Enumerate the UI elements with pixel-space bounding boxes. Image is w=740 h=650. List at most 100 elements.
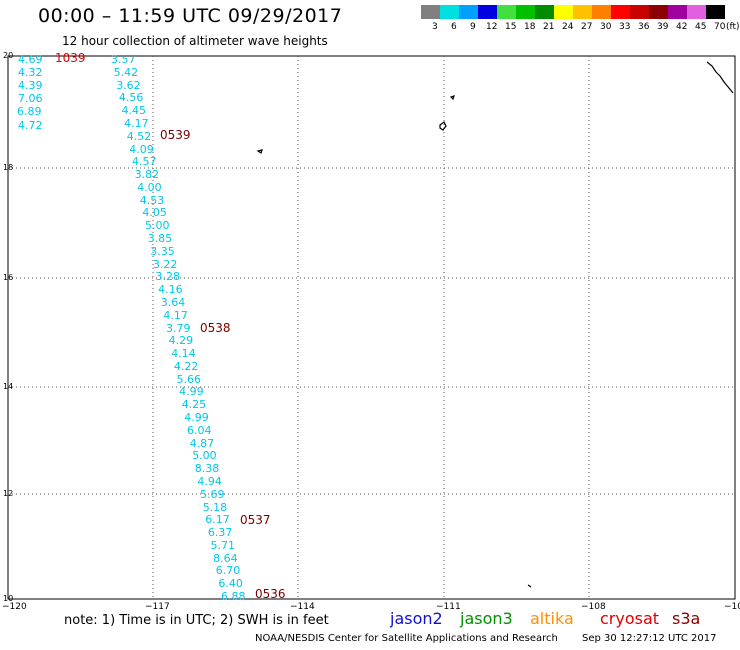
legend-swatch [706,5,725,19]
swh-value: 8.64 [213,551,238,565]
latitude-label: 12 [3,489,14,498]
swh-value: 4.25 [181,398,207,412]
legend-label: 70 [714,22,726,32]
island-2 [256,149,263,154]
latitude-label: 20 [3,51,14,60]
legend-label: 36 [638,22,650,32]
swh-value: 3.28 [155,270,181,284]
latitude-label: 18 [3,163,14,172]
swh-value: 6.88 [221,590,246,603]
satellite-name: altika [530,609,574,628]
legend-label: 9 [470,22,476,32]
swh-value: 3.82 [134,168,160,182]
pass-time-label: 1039 [55,51,86,65]
legend-swatch [478,5,497,19]
generated-timestamp: Sep 30 12:27:12 UTC 2017 [582,633,717,644]
legend-swatch [554,5,573,19]
pass-time-label: 0536 [255,587,286,601]
swh-value: 4.53 [139,193,165,207]
legend-label: 21 [543,22,555,32]
swh-value: 5.66 [176,372,202,386]
legend-swatch [440,5,459,19]
swh-value: 3.57 [111,53,136,66]
swh-value: 4.16 [158,283,183,297]
longitude-label: −108 [581,602,606,612]
legend-swatch [611,5,630,19]
legend-label: 39 [657,22,669,32]
legend-label: 30 [600,22,612,32]
legend-label: 6 [451,22,457,32]
longitude-label: −105 [724,602,740,612]
legend-swatch [668,5,687,19]
satellite-name: s3a [672,609,701,628]
swh-value: 6.37 [207,526,233,540]
latitude-label: 10 [3,594,14,603]
swh-value: 4.05 [142,206,167,220]
swh-value: 4.52 [126,129,152,143]
legend-unit: (ft) [726,22,740,32]
island-clipperton [527,584,532,588]
legend-swatch [592,5,611,19]
legend-swatch [516,5,535,19]
legend-label: 33 [619,22,631,32]
swh-value: 7.06 [18,92,43,106]
legend-label: 42 [676,22,688,32]
legend-swatch [687,5,706,19]
swh-value: 4.94 [197,474,222,488]
longitude-label: −114 [290,602,315,612]
coastline [256,61,734,588]
swh-value: 4.00 [137,180,162,194]
legend-swatch [459,5,478,19]
swh-value: 6.89 [17,105,42,119]
swh-value: 4.14 [171,347,196,361]
swh-value: 4.69 [18,53,43,66]
island-1 [449,95,455,101]
map-frame [7,55,736,600]
swh-value: 3.35 [150,244,175,258]
legend-swatch [630,5,649,19]
satellite-name: jason3 [460,609,513,628]
legend-label: 27 [581,22,593,32]
legend-label: 15 [505,22,517,32]
swh-value: 4.87 [189,436,215,450]
swh-value: 3.62 [116,78,141,92]
pass-time-label: 0539 [160,128,191,142]
swh-value: 4.09 [129,142,154,156]
footnote: note: 1) Time is in UTC; 2) SWH is in fe… [64,613,329,628]
swh-value: 5.00 [145,219,170,233]
legend-label: 45 [695,22,707,32]
swh-value: 3.22 [152,257,178,271]
swh-value: 4.22 [173,359,199,373]
swh-value: 4.99 [179,385,204,399]
swh-value: 4.56 [118,91,144,105]
swh-value: 6.04 [187,423,212,437]
swh-value: 5.18 [202,500,228,514]
page-title: 00:00 – 11:59 UTC 09/29/2017 [38,5,343,27]
coastline-baja [706,61,734,94]
credit-line: NOAA/NESDIS Center for Satellite Applica… [255,633,558,644]
island-socorro [439,121,447,131]
legend-swatch [535,5,554,19]
swh-value: 4.99 [184,411,209,424]
swh-value: 4.29 [168,334,194,348]
swh-value: 5.42 [113,65,139,79]
swh-value: 5.69 [200,487,225,501]
swh-value: 4.32 [18,66,43,80]
page-subtitle: 12 hour collection of altimeter wave hei… [62,34,328,48]
swh-value: 5.00 [192,449,217,463]
longitude-label: −117 [145,602,170,612]
swh-value: 5.71 [210,538,236,552]
pass-time-label: 0537 [240,513,271,527]
legend-swatch [649,5,668,19]
legend-label: 3 [432,22,438,32]
graticule [8,56,735,599]
legend-label: 24 [562,22,574,32]
swh-value: 6.17 [205,513,230,527]
swh-value: 4.17 [163,308,188,322]
swh-value: 4.57 [132,155,157,169]
longitude-label: −111 [436,602,461,612]
swh-value: 6.70 [215,564,241,578]
pass-time-label: 0538 [200,321,231,335]
latitude-label: 16 [3,273,14,282]
